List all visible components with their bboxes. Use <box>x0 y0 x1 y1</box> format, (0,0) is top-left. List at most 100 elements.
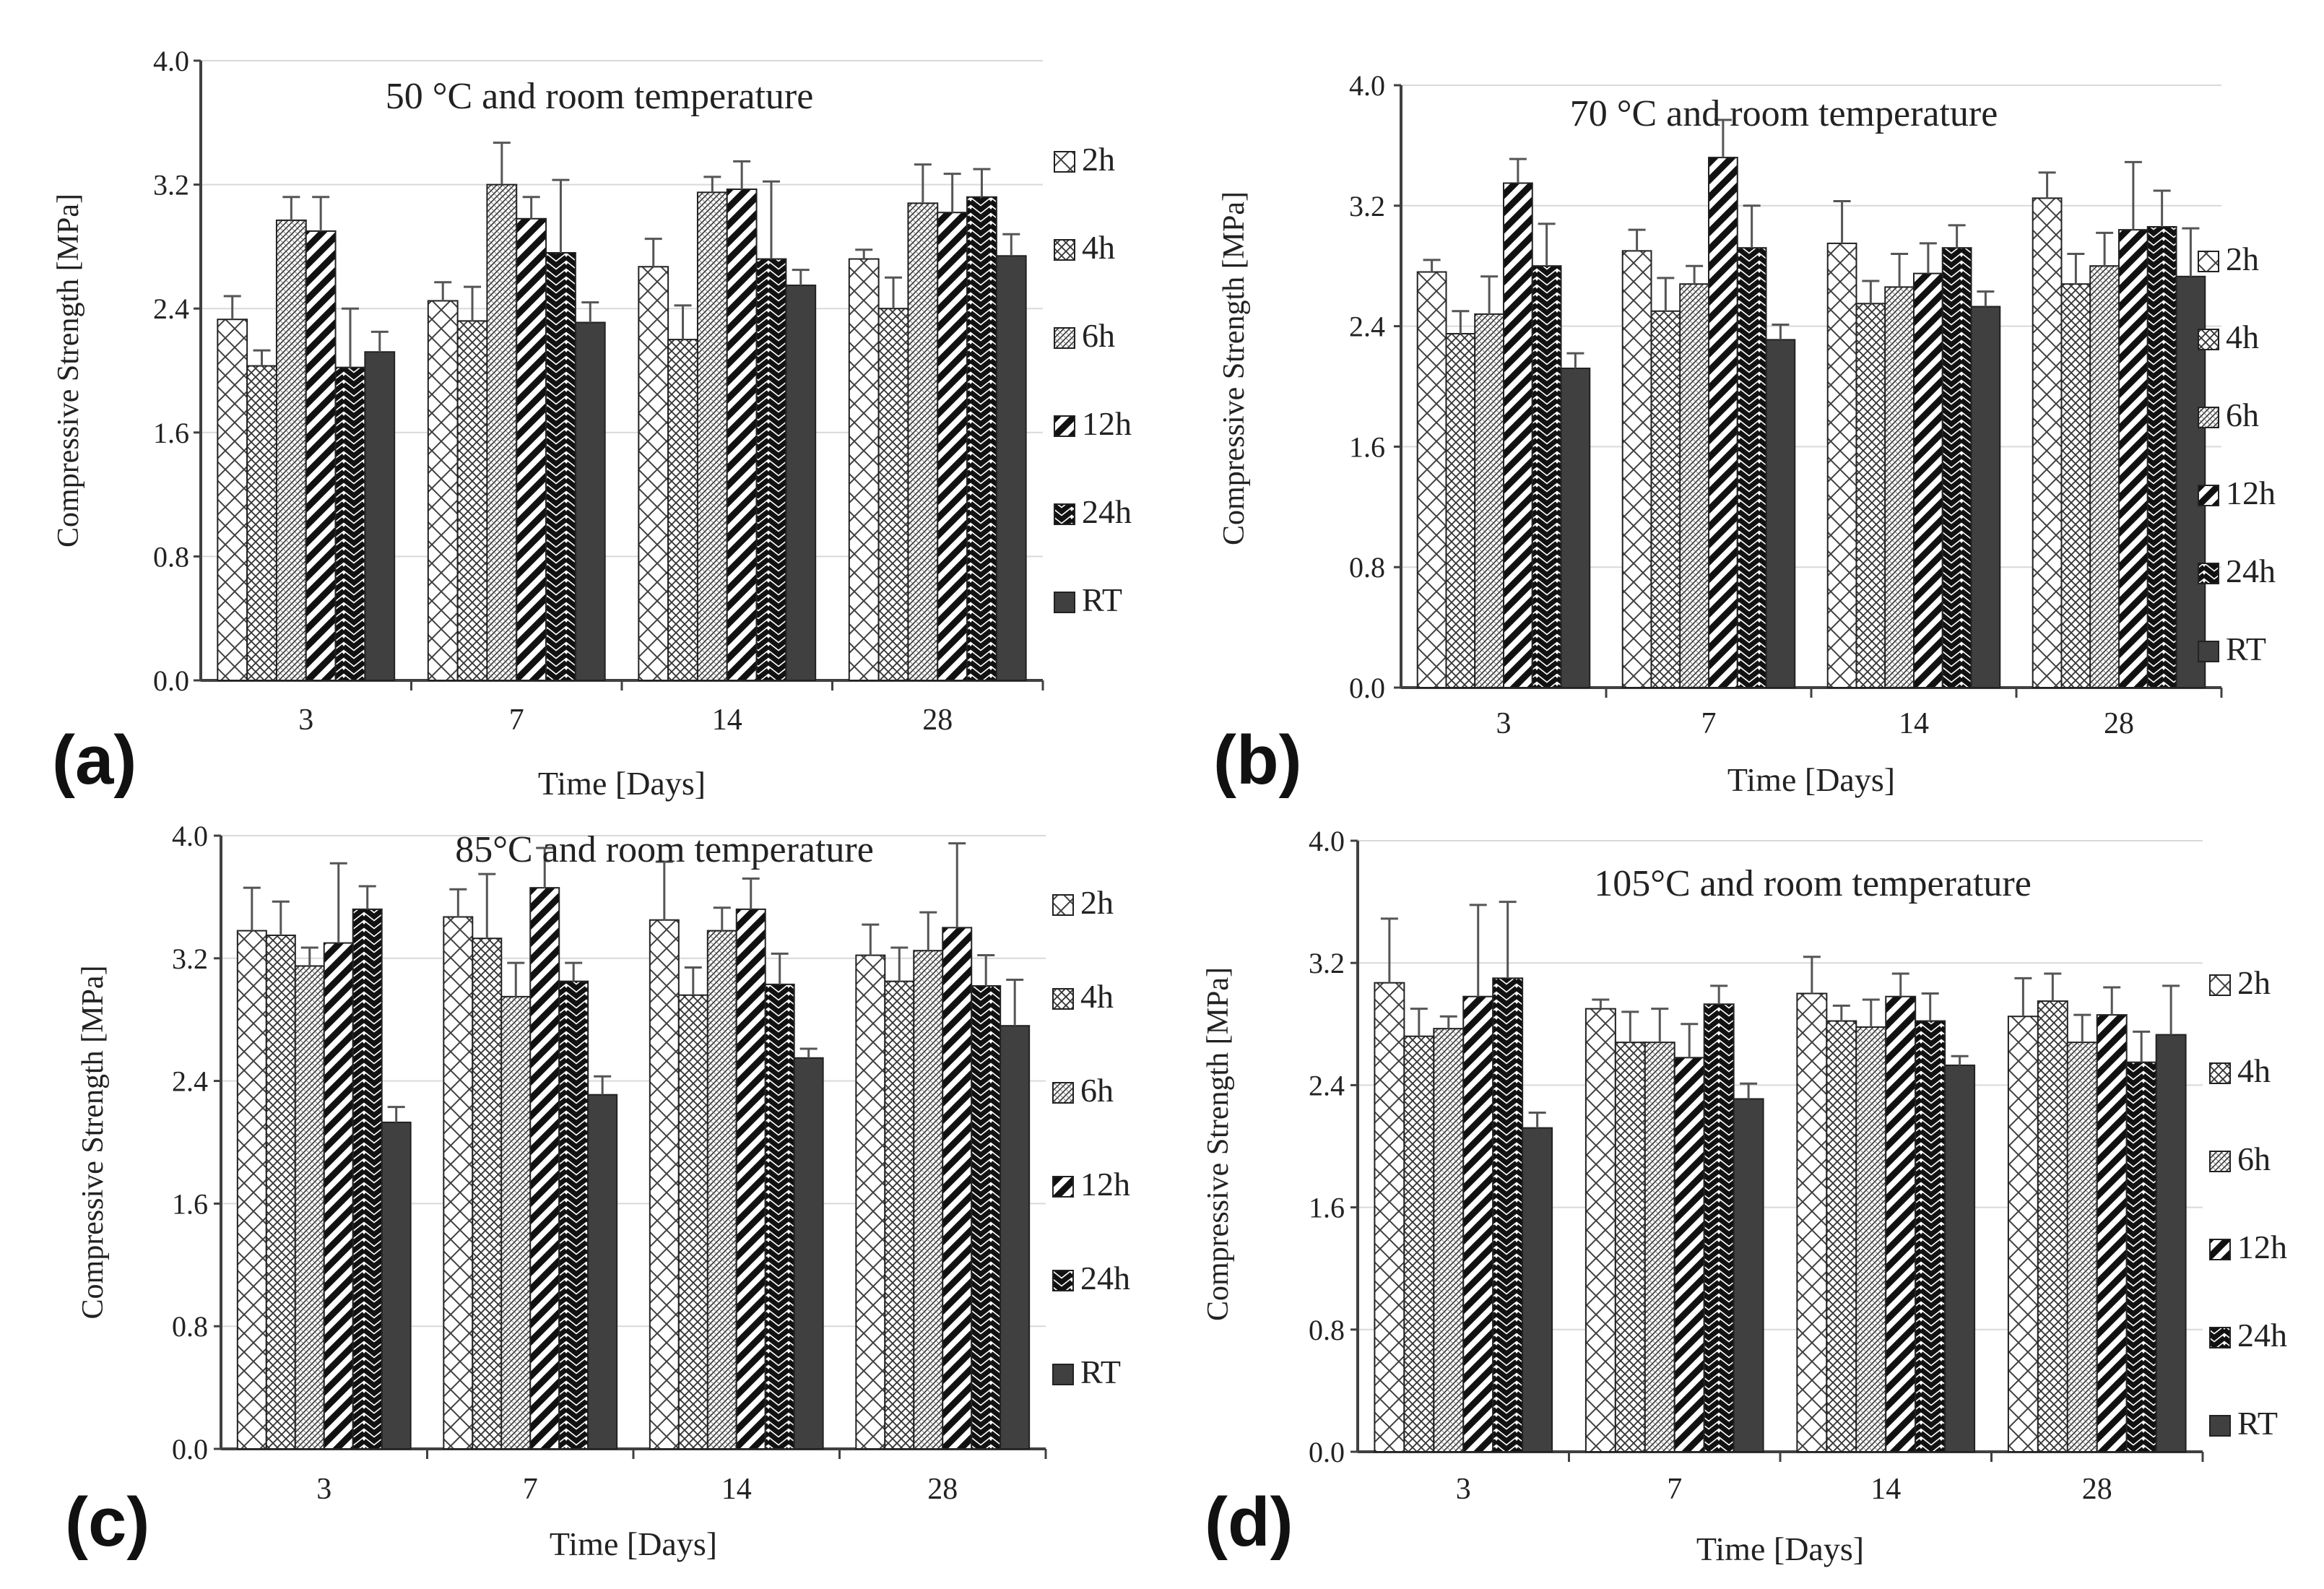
chart-title: 105°C and room temperature <box>1594 863 2032 904</box>
legend-label: 24h <box>1082 493 1132 530</box>
bar-6h-day14 <box>1855 1026 1887 1452</box>
bar-4h-day7 <box>472 938 503 1450</box>
bar-24h-day7 <box>1703 1003 1735 1453</box>
chart-panel-3: 0.0 0.8 1.6 2.4 3.2 4.0 3 7 14 28 85°C and room te… <box>65 820 1130 1562</box>
bar-2h-day28 <box>2032 197 2063 688</box>
x-axis-label: Time [Days] <box>550 1525 717 1562</box>
panel-label: (c) <box>65 1484 149 1561</box>
y-axis-label: Compressive Strength [MPa] <box>1218 191 1251 545</box>
legend-swatch-24h <box>2198 563 2219 584</box>
legend-label: 24h <box>2226 553 2276 589</box>
legend-label: RT <box>2237 1405 2278 1442</box>
bar-24h-day14 <box>1915 1020 1946 1452</box>
bar-RT-day3 <box>364 351 396 681</box>
legend-label: 4h <box>2237 1052 2271 1089</box>
bar-12h-day28 <box>942 927 973 1450</box>
bar-RT-day28 <box>2155 1034 2187 1452</box>
legend-swatch-2h <box>2209 974 2231 996</box>
bar-RT-day14 <box>785 285 817 681</box>
bar-4h-day14 <box>1826 1020 1857 1452</box>
bar-2h-day14 <box>638 266 669 682</box>
legend-label: 4h <box>2226 319 2259 355</box>
bar-4h-day7 <box>1614 1042 1646 1453</box>
bar-RT-day14 <box>793 1057 824 1450</box>
bar-6h-day7 <box>486 183 518 682</box>
legend-label: 12h <box>2237 1229 2287 1265</box>
bar-24h-day28 <box>2125 1061 2157 1453</box>
bar-6h-day3 <box>1474 313 1504 689</box>
legend-swatch-6h <box>1054 327 1075 349</box>
x-tick-label: 7 <box>523 1473 538 1506</box>
panel-label: (b) <box>1213 722 1302 799</box>
bar-6h-day3 <box>294 965 325 1450</box>
y-tick-label: 0.0 <box>153 664 189 697</box>
bar-12h-day3 <box>1503 182 1533 688</box>
y-tick-label: 0.0 <box>1309 1436 1345 1468</box>
legend-swatch-RT <box>2209 1415 2231 1437</box>
legend-label: 2h <box>2226 241 2259 277</box>
legend-swatch-24h <box>1054 503 1075 525</box>
legend-label: 2h <box>1080 884 1114 921</box>
legend-label: RT <box>2226 631 2266 667</box>
legend-swatch-12h <box>1052 1176 1074 1198</box>
legend-swatch-2h <box>1054 151 1075 173</box>
bar-24h-day28 <box>971 985 1002 1450</box>
bar-12h-day14 <box>1913 272 1943 688</box>
bar-12h-day28 <box>2118 229 2149 689</box>
y-tick-label: 0.8 <box>1309 1314 1345 1346</box>
bar-2h-day28 <box>855 954 886 1450</box>
bar-24h-day14 <box>1941 247 1972 688</box>
chart-title: 70 °C and room temperature <box>1570 93 1998 134</box>
y-tick-label: 3.2 <box>1309 947 1345 979</box>
legend-label: 6h <box>1080 1072 1114 1109</box>
bar-2h-day3 <box>1374 982 1405 1452</box>
legend-swatch-2h <box>2198 251 2219 272</box>
legend-swatch-24h <box>2209 1327 2231 1348</box>
bar-4h-day3 <box>1445 333 1476 688</box>
bar-2h-day14 <box>649 919 680 1450</box>
bar-12h-day3 <box>305 230 337 681</box>
bar-6h-day14 <box>696 191 728 681</box>
legend-label: 6h <box>2226 397 2259 433</box>
bar-4h-day7 <box>456 320 488 681</box>
bar-4h-day3 <box>265 934 296 1450</box>
legend-swatch-4h <box>1054 239 1075 261</box>
bar-6h-day7 <box>1644 1042 1675 1453</box>
y-tick-label: 4.0 <box>1309 825 1345 857</box>
bar-24h-day3 <box>1531 265 1562 688</box>
bar-RT-day3 <box>1560 367 1591 688</box>
bar-2h-day3 <box>1416 271 1447 689</box>
bar-12h-day28 <box>2096 1014 2128 1452</box>
bar-RT-day14 <box>1970 306 2001 688</box>
bar-24h-day3 <box>352 908 383 1450</box>
bar-RT-day28 <box>995 255 1027 681</box>
legend-label: 12h <box>1082 405 1132 442</box>
legend-swatch-12h <box>1054 415 1075 437</box>
bar-RT-day3 <box>381 1121 412 1450</box>
panel-label: (d) <box>1205 1484 1293 1561</box>
bar-4h-day28 <box>2037 1000 2068 1452</box>
bar-RT-day7 <box>574 321 606 681</box>
bar-RT-day28 <box>1000 1025 1031 1450</box>
bar-4h-day7 <box>1650 310 1681 688</box>
bar-24h-day7 <box>1736 247 1767 688</box>
bar-2h-day3 <box>217 319 248 681</box>
bar-24h-day14 <box>764 983 795 1450</box>
legend-label: RT <box>1080 1354 1121 1390</box>
bar-4h-day14 <box>1855 303 1886 688</box>
legend-label: 12h <box>2226 475 2276 511</box>
bar-2h-day7 <box>1584 1008 1616 1452</box>
y-tick-label: 1.6 <box>1309 1192 1345 1224</box>
bar-RT-day7 <box>1765 339 1796 688</box>
x-tick-label: 3 <box>1496 707 1512 740</box>
x-tick-label: 7 <box>1701 707 1717 740</box>
legend-label: 4h <box>1080 978 1114 1015</box>
chart-panel-1: 0.0 0.8 1.6 2.4 3.2 4.0 3 7 14 28 50 °C and room t… <box>52 45 1132 802</box>
bar-RT-day3 <box>1522 1127 1553 1452</box>
y-tick-label: 4.0 <box>1349 69 1385 102</box>
y-tick-label: 0.8 <box>153 540 189 573</box>
y-axis-label: Compressive Strength [MPa] <box>1202 967 1235 1321</box>
chart-title: 85°C and room temperature <box>455 829 874 870</box>
y-tick-label: 1.6 <box>172 1187 208 1220</box>
